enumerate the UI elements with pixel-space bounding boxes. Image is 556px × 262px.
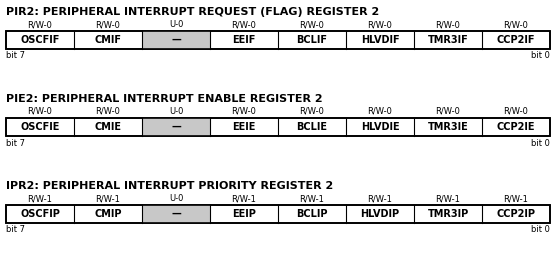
Bar [6,31,550,49]
Text: R/W-0: R/W-0 [504,20,528,29]
Text: BCLIP: BCLIP [296,209,327,219]
Text: R/W-0: R/W-0 [368,107,393,116]
Text: CMIF: CMIF [95,35,122,45]
Text: bit 0: bit 0 [531,139,550,148]
Bar [6,118,550,136]
Text: OSCFIE: OSCFIE [21,122,59,132]
Bar [6,205,550,223]
Text: U-0: U-0 [169,194,183,203]
Text: R/W-0: R/W-0 [96,20,121,29]
Text: R/W-1: R/W-1 [435,194,460,203]
Text: HLVDIF: HLVDIF [361,35,399,45]
Text: R/W-0: R/W-0 [231,20,256,29]
Text: R/W-1: R/W-1 [300,194,325,203]
Text: BCLIF: BCLIF [296,35,327,45]
Bar [6,118,550,136]
Text: HLVDIE: HLVDIE [361,122,399,132]
Text: U-0: U-0 [169,107,183,116]
Text: TMR3IF: TMR3IF [428,35,468,45]
Text: CCP2IP: CCP2IP [497,209,535,219]
Text: R/W-1: R/W-1 [231,194,256,203]
Text: OSCFIF: OSCFIF [21,35,59,45]
Text: PIE2: PERIPHERAL INTERRUPT ENABLE REGISTER 2: PIE2: PERIPHERAL INTERRUPT ENABLE REGIST… [6,94,322,104]
Text: CCP2IE: CCP2IE [497,122,535,132]
Text: bit 7: bit 7 [6,139,25,148]
Text: EEIE: EEIE [232,122,256,132]
Text: R/W-1: R/W-1 [368,194,393,203]
Text: bit 0: bit 0 [531,226,550,234]
Bar [6,205,550,223]
Text: IPR2: PERIPHERAL INTERRUPT PRIORITY REGISTER 2: IPR2: PERIPHERAL INTERRUPT PRIORITY REGI… [6,181,333,192]
Text: EEIP: EEIP [232,209,256,219]
Text: CCP2IF: CCP2IF [497,35,535,45]
Text: R/W-0: R/W-0 [504,107,528,116]
Text: —: — [171,209,181,219]
Text: U-0: U-0 [169,20,183,29]
Text: TMR3IP: TMR3IP [428,209,469,219]
Text: EEIF: EEIF [232,35,256,45]
Text: R/W-1: R/W-1 [28,194,52,203]
Text: R/W-0: R/W-0 [300,20,325,29]
Bar [142,31,210,49]
Text: OSCFIP: OSCFIP [20,209,60,219]
Text: bit 0: bit 0 [531,52,550,61]
Text: R/W-0: R/W-0 [435,20,460,29]
Text: R/W-0: R/W-0 [28,20,52,29]
Text: CMIE: CMIE [95,122,122,132]
Bar [142,118,210,136]
Text: R/W-0: R/W-0 [300,107,325,116]
Text: R/W-0: R/W-0 [96,107,121,116]
Text: R/W-0: R/W-0 [231,107,256,116]
Text: —: — [171,122,181,132]
Text: R/W-0: R/W-0 [368,20,393,29]
Text: R/W-1: R/W-1 [504,194,528,203]
Text: bit 7: bit 7 [6,52,25,61]
Bar [142,205,210,223]
Text: HLVDIP: HLVDIP [360,209,400,219]
Text: bit 7: bit 7 [6,226,25,234]
Text: —: — [171,35,181,45]
Text: CMIP: CMIP [95,209,122,219]
Text: R/W-0: R/W-0 [28,107,52,116]
Text: PIR2: PERIPHERAL INTERRUPT REQUEST (FLAG) REGISTER 2: PIR2: PERIPHERAL INTERRUPT REQUEST (FLAG… [6,7,379,17]
Bar [6,31,550,49]
Text: TMR3IE: TMR3IE [428,122,468,132]
Text: R/W-1: R/W-1 [96,194,121,203]
Text: R/W-0: R/W-0 [435,107,460,116]
Text: BCLIE: BCLIE [296,122,327,132]
